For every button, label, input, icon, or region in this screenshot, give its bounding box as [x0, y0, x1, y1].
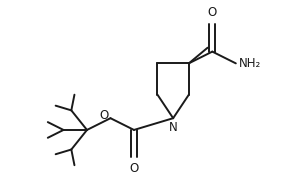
Text: O: O [130, 162, 139, 175]
Text: O: O [100, 109, 109, 122]
Text: NH₂: NH₂ [239, 57, 261, 70]
Text: O: O [208, 6, 217, 20]
Text: N: N [169, 121, 178, 134]
